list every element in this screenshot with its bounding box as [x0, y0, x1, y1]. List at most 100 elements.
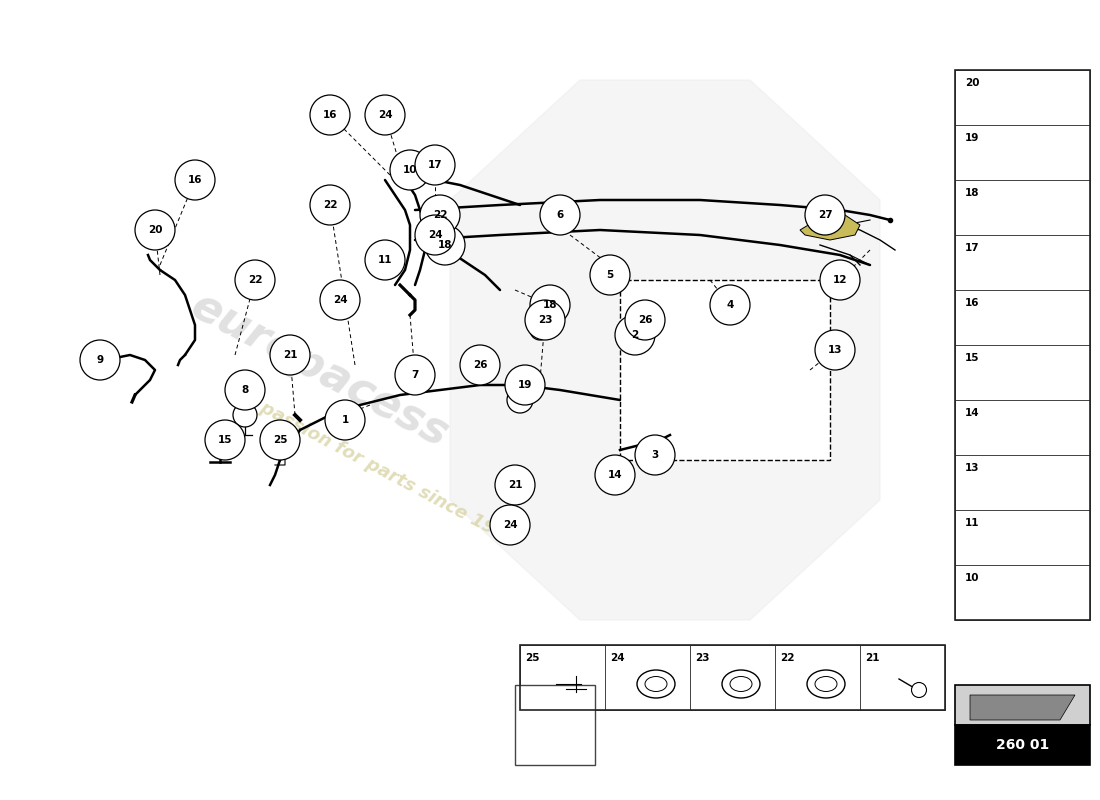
Text: 17: 17 [428, 160, 442, 170]
Bar [690, 645, 776, 710]
Circle shape [175, 160, 214, 200]
Text: 22: 22 [780, 653, 794, 663]
Text: 16: 16 [188, 175, 202, 185]
Text: 22: 22 [432, 210, 448, 220]
Bar [955, 180, 1090, 235]
Circle shape [324, 400, 365, 440]
Bar [776, 645, 860, 710]
Text: 23: 23 [695, 653, 710, 663]
Circle shape [310, 95, 350, 135]
Bar [955, 125, 1090, 180]
Text: 18: 18 [438, 240, 452, 250]
Ellipse shape [637, 670, 675, 698]
Text: 19: 19 [518, 380, 532, 390]
Text: 9: 9 [97, 355, 103, 365]
Text: 21: 21 [508, 480, 522, 490]
Bar [955, 400, 1090, 455]
Bar [955, 70, 1090, 620]
Bar [955, 235, 1090, 290]
Bar [472, 350, 490, 375]
Circle shape [420, 195, 460, 235]
Bar [955, 725, 1090, 765]
Bar [955, 290, 1090, 345]
Text: 13: 13 [965, 463, 979, 473]
Bar [955, 510, 1090, 565]
Text: 5: 5 [606, 270, 614, 280]
Circle shape [425, 225, 465, 265]
Text: 6: 6 [557, 210, 563, 220]
Text: 10: 10 [965, 573, 979, 583]
Circle shape [212, 437, 228, 453]
Ellipse shape [807, 670, 845, 698]
Text: 18: 18 [542, 300, 558, 310]
Text: 24: 24 [428, 230, 442, 240]
Text: 260 01: 260 01 [996, 738, 1049, 752]
Circle shape [415, 215, 455, 255]
Circle shape [320, 280, 360, 320]
Text: 25: 25 [525, 653, 539, 663]
Text: 22: 22 [248, 275, 262, 285]
Circle shape [590, 255, 630, 295]
Text: 11: 11 [965, 518, 979, 528]
Circle shape [460, 345, 500, 385]
Text: 23: 23 [538, 315, 552, 325]
Bar [605, 645, 690, 710]
Text: 3: 3 [651, 450, 659, 460]
Text: 14: 14 [965, 408, 980, 418]
Circle shape [530, 320, 550, 340]
Circle shape [635, 435, 675, 475]
Text: 8: 8 [241, 385, 249, 395]
Text: 14: 14 [607, 470, 623, 480]
Bar [955, 345, 1090, 400]
Text: 21: 21 [865, 653, 880, 663]
Circle shape [310, 185, 350, 225]
Circle shape [226, 370, 265, 410]
Bar [955, 455, 1090, 510]
Text: 19: 19 [965, 133, 979, 143]
Text: 15: 15 [965, 353, 979, 363]
Text: 25: 25 [273, 435, 287, 445]
Circle shape [365, 240, 405, 280]
Circle shape [815, 330, 855, 370]
Ellipse shape [645, 677, 667, 691]
Ellipse shape [730, 677, 752, 691]
Circle shape [530, 285, 570, 325]
Bar [955, 70, 1090, 125]
Text: 13: 13 [827, 345, 843, 355]
Text: 26: 26 [473, 360, 487, 370]
Circle shape [595, 455, 635, 495]
Circle shape [505, 365, 544, 405]
Text: 10: 10 [403, 165, 417, 175]
Text: 11: 11 [377, 255, 393, 265]
Polygon shape [450, 80, 880, 620]
Circle shape [805, 195, 845, 235]
Polygon shape [800, 215, 860, 240]
Ellipse shape [815, 677, 837, 691]
Circle shape [507, 387, 534, 413]
Bar [620, 280, 830, 460]
Circle shape [235, 260, 275, 300]
Bar [955, 565, 1090, 620]
Text: 24: 24 [377, 110, 393, 120]
Circle shape [598, 458, 622, 482]
Circle shape [415, 145, 455, 185]
Bar [860, 645, 945, 710]
Ellipse shape [722, 670, 760, 698]
Text: 26: 26 [638, 315, 652, 325]
Text: 24: 24 [503, 520, 517, 530]
Text: 16: 16 [965, 298, 979, 308]
Circle shape [260, 420, 300, 460]
Text: 27: 27 [817, 210, 833, 220]
Text: 20: 20 [965, 78, 979, 88]
Text: 7: 7 [411, 370, 419, 380]
Circle shape [820, 260, 860, 300]
Text: 16: 16 [322, 110, 338, 120]
Circle shape [710, 285, 750, 325]
Bar [520, 645, 945, 710]
Circle shape [80, 340, 120, 380]
Circle shape [270, 335, 310, 375]
Text: 4: 4 [726, 300, 734, 310]
Text: 22: 22 [322, 200, 338, 210]
Text: 24: 24 [610, 653, 625, 663]
Circle shape [395, 355, 434, 395]
